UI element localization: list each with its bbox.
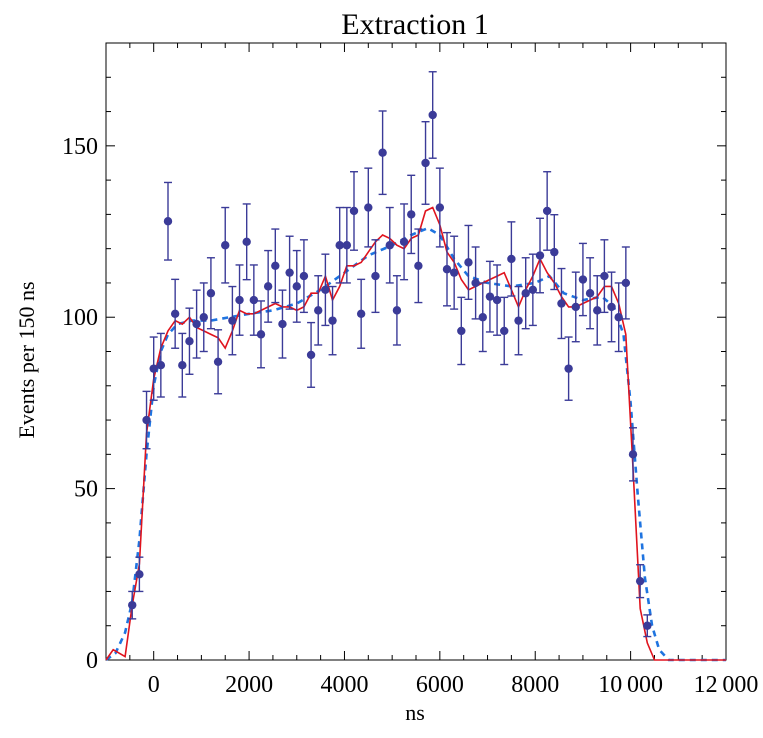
data-point xyxy=(328,316,337,325)
data-point xyxy=(600,271,609,281)
model-curve-group xyxy=(105,206,726,661)
data-point xyxy=(535,251,545,260)
data-point xyxy=(614,313,623,322)
data-point xyxy=(542,206,552,216)
data-point xyxy=(621,278,631,288)
data-point xyxy=(507,254,516,264)
data-point xyxy=(385,241,394,250)
data-point xyxy=(364,203,373,212)
data-point xyxy=(206,289,216,298)
data-point xyxy=(442,265,452,274)
x-tick-label: 12 000 xyxy=(694,672,759,698)
data-point xyxy=(271,261,280,271)
data-point xyxy=(128,600,137,610)
data-point xyxy=(156,361,166,370)
data-point xyxy=(500,326,509,336)
data-point xyxy=(170,309,180,318)
data-point xyxy=(199,313,208,322)
data-point xyxy=(135,570,144,579)
x-tick-label: 10 000 xyxy=(598,672,663,698)
data-point xyxy=(349,206,359,216)
data-point xyxy=(228,316,237,325)
data-point xyxy=(342,241,352,250)
data-point xyxy=(242,237,251,247)
x-tick-label: 0 xyxy=(148,672,160,698)
data-point xyxy=(142,415,151,425)
plot-frame xyxy=(105,42,727,661)
data-point xyxy=(485,292,495,301)
data-point xyxy=(356,309,366,318)
data-point xyxy=(564,364,573,373)
data-point xyxy=(314,306,323,315)
data-point xyxy=(321,285,330,294)
data-point xyxy=(593,306,602,315)
data-point xyxy=(607,302,616,312)
data-point xyxy=(557,299,566,308)
data-point xyxy=(571,302,580,312)
chart-title: Extraction 1 xyxy=(341,8,488,41)
data-point xyxy=(149,364,158,373)
y-tick-label: 100 xyxy=(62,305,98,331)
data-point xyxy=(643,621,652,630)
data-point xyxy=(628,450,638,459)
data-point xyxy=(550,247,559,257)
axis-ticks xyxy=(105,43,727,661)
data-point xyxy=(185,337,194,346)
data-point xyxy=(335,241,344,250)
data-point xyxy=(392,306,402,315)
data-point xyxy=(514,316,523,325)
data-point xyxy=(421,158,430,168)
x-axis-label: ns xyxy=(405,700,425,725)
x-tick-label: 4000 xyxy=(320,672,368,698)
data-point xyxy=(221,241,230,250)
data-point xyxy=(399,237,409,247)
y-tick-label: 50 xyxy=(74,477,98,503)
data-point xyxy=(414,261,423,271)
data-point xyxy=(249,295,259,305)
data-point xyxy=(278,319,287,329)
data-point xyxy=(635,576,645,586)
y-tick-label: 150 xyxy=(62,134,98,160)
data-point xyxy=(478,313,487,322)
data-point xyxy=(256,330,266,339)
data-point xyxy=(492,295,502,305)
tick-labels: 0 2000 4000 6000 8000 10 000 12 000 0 50 100 150 xyxy=(62,134,758,698)
data-point xyxy=(521,289,530,298)
data-point xyxy=(163,217,173,226)
data-point xyxy=(285,268,294,277)
data-point xyxy=(192,319,201,329)
data-point xyxy=(306,350,316,360)
y-axis-label: Events per 150 ns xyxy=(14,281,39,438)
data-point xyxy=(528,285,538,294)
data-point xyxy=(578,275,588,284)
data-point xyxy=(407,210,416,219)
data-point xyxy=(457,326,466,336)
data-point xyxy=(464,258,473,267)
x-tick-label: 6000 xyxy=(416,672,464,698)
x-tick-label: 8000 xyxy=(511,672,559,698)
data-point xyxy=(263,282,273,291)
data-point xyxy=(299,271,309,281)
data-point xyxy=(378,148,387,157)
data-point xyxy=(435,203,445,212)
y-tick-label: 0 xyxy=(86,648,98,674)
model-curve xyxy=(105,206,726,661)
data-point xyxy=(449,268,459,277)
data-point xyxy=(585,289,595,298)
data-point xyxy=(428,110,437,120)
data-point xyxy=(178,361,187,370)
data-point xyxy=(213,357,223,366)
data-point xyxy=(371,271,380,281)
data-point xyxy=(235,295,244,305)
data-point xyxy=(471,278,480,288)
data-points-group xyxy=(128,71,652,638)
x-tick-label: 2000 xyxy=(225,672,273,698)
data-point xyxy=(292,282,301,291)
